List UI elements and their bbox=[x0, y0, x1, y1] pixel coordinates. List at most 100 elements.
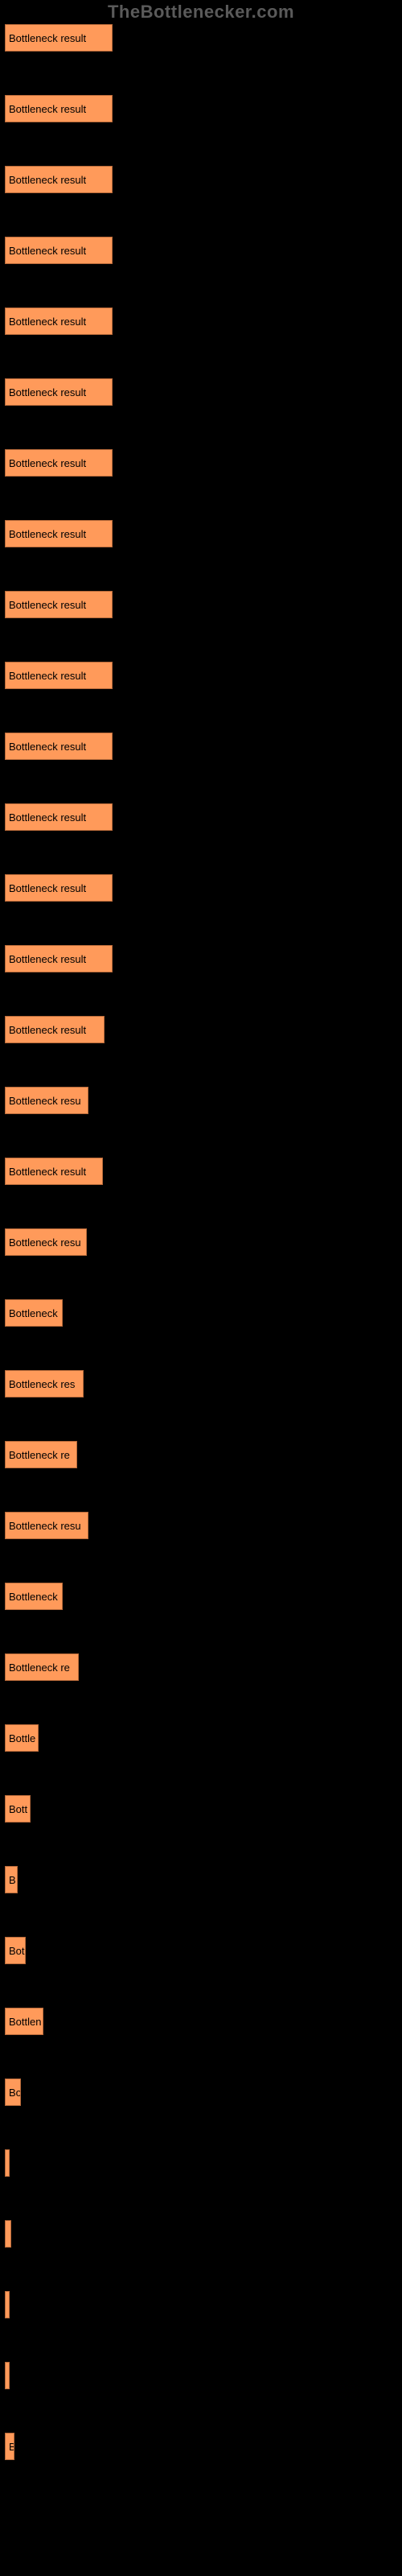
bar-row: Bottleneck result bbox=[5, 24, 402, 52]
bar: Bottleneck result bbox=[5, 1016, 105, 1043]
bar: Bot bbox=[5, 1937, 26, 1964]
bar: Bo bbox=[5, 2079, 21, 2106]
bar-label: Bottleneck result bbox=[9, 316, 86, 328]
bar-label: Bot bbox=[9, 1945, 25, 1957]
bar-row: Bottleneck result bbox=[5, 803, 402, 831]
bar-label: Bottleneck result bbox=[9, 528, 86, 540]
bar-row: Bottleneck re bbox=[5, 1441, 402, 1468]
bar-label: Bottleneck result bbox=[9, 599, 86, 611]
bar-row: Bottleneck result bbox=[5, 308, 402, 335]
bar-chart: Bottleneck result Bottleneck result Bottle… bbox=[0, 0, 402, 2552]
bar: Bottlen bbox=[5, 2008, 43, 2035]
bar bbox=[5, 2220, 11, 2248]
bar bbox=[5, 2362, 10, 2389]
bar-label: Bottleneck result bbox=[9, 882, 86, 894]
bar-label: Bottle bbox=[9, 1732, 35, 1744]
bar: Bottleneck result bbox=[5, 449, 113, 477]
bar: Bottleneck result bbox=[5, 1158, 103, 1185]
bar-row: Bottleneck res bbox=[5, 1370, 402, 1397]
bar: Bottleneck re bbox=[5, 1653, 79, 1681]
bar: Bottleneck result bbox=[5, 95, 113, 122]
bar-row: Bottleneck result bbox=[5, 591, 402, 618]
bar-label: Bottleneck result bbox=[9, 32, 86, 44]
bar-label: Bo bbox=[9, 2087, 21, 2099]
bar: Bottleneck resu bbox=[5, 1228, 87, 1256]
bar-row: Bottleneck result bbox=[5, 1158, 402, 1185]
bar-row: Bottleneck result bbox=[5, 874, 402, 902]
bar-label: Bottleneck result bbox=[9, 1166, 86, 1178]
bar-row: Bottleneck resu bbox=[5, 1512, 402, 1539]
bar: Bottleneck result bbox=[5, 662, 113, 689]
bar bbox=[5, 2291, 10, 2318]
bar-row: B bbox=[5, 2433, 402, 2460]
bar: B bbox=[5, 1866, 18, 1893]
bar-row: Bottlen bbox=[5, 2008, 402, 2035]
bar: Bottleneck resu bbox=[5, 1087, 88, 1114]
bar-label: Bottleneck result bbox=[9, 741, 86, 753]
bar-label: Bottleneck resu bbox=[9, 1520, 81, 1532]
bar-label: Bottleneck result bbox=[9, 953, 86, 965]
bar-label: Bott bbox=[9, 1803, 27, 1815]
bar: Bottleneck re bbox=[5, 1441, 77, 1468]
bar-row bbox=[5, 2291, 402, 2318]
bar: Bottleneck bbox=[5, 1583, 63, 1610]
bar-row: Bott bbox=[5, 1795, 402, 1823]
bar-row: Bo bbox=[5, 2079, 402, 2106]
bar-row: Bottleneck re bbox=[5, 1653, 402, 1681]
bar-row: Bot bbox=[5, 1937, 402, 1964]
bar: Bottleneck result bbox=[5, 733, 113, 760]
bar: Bottleneck result bbox=[5, 803, 113, 831]
bar-row: Bottleneck resu bbox=[5, 1087, 402, 1114]
bar-label: Bottleneck result bbox=[9, 670, 86, 682]
bar-row bbox=[5, 2149, 402, 2177]
bar: Bott bbox=[5, 1795, 31, 1823]
bar-row: Bottleneck result bbox=[5, 237, 402, 264]
bar-label: Bottleneck re bbox=[9, 1662, 70, 1674]
bar-label: Bottleneck result bbox=[9, 386, 86, 398]
bar: Bottleneck bbox=[5, 1299, 63, 1327]
bar-row: Bottleneck resu bbox=[5, 1228, 402, 1256]
bar: Bottleneck result bbox=[5, 378, 113, 406]
bar-row: B bbox=[5, 1866, 402, 1893]
bar-row: Bottleneck result bbox=[5, 733, 402, 760]
bar-label: Bottleneck res bbox=[9, 1378, 75, 1390]
bar-row bbox=[5, 2362, 402, 2389]
bar-label: Bottleneck re bbox=[9, 1449, 70, 1461]
bar-label: Bottleneck result bbox=[9, 245, 86, 257]
bar: Bottleneck result bbox=[5, 520, 113, 547]
bar-label: Bottleneck result bbox=[9, 811, 86, 824]
bar: Bottleneck result bbox=[5, 24, 113, 52]
bar-row: Bottleneck result bbox=[5, 95, 402, 122]
bar: Bottleneck result bbox=[5, 166, 113, 193]
bar-row: Bottleneck bbox=[5, 1583, 402, 1610]
bar-row: Bottle bbox=[5, 1724, 402, 1752]
bar-label: B bbox=[9, 2441, 14, 2453]
bar-label: Bottleneck result bbox=[9, 103, 86, 115]
bar-row: Bottleneck result bbox=[5, 662, 402, 689]
bar-label: Bottleneck bbox=[9, 1591, 58, 1603]
bar: Bottleneck result bbox=[5, 945, 113, 972]
bar: Bottleneck resu bbox=[5, 1512, 88, 1539]
bar: Bottle bbox=[5, 1724, 39, 1752]
bar: Bottleneck result bbox=[5, 874, 113, 902]
bar-label: Bottleneck result bbox=[9, 174, 86, 186]
watermark-text: TheBottlenecker.com bbox=[108, 2, 294, 23]
bar-label: Bottlen bbox=[9, 2016, 41, 2028]
bar-label: Bottleneck bbox=[9, 1307, 58, 1319]
bar: B bbox=[5, 2433, 14, 2460]
bar-row: Bottleneck result bbox=[5, 1016, 402, 1043]
bar: Bottleneck result bbox=[5, 308, 113, 335]
bar-row: Bottleneck result bbox=[5, 449, 402, 477]
bar-label: Bottleneck result bbox=[9, 457, 86, 469]
bar-row: Bottleneck result bbox=[5, 945, 402, 972]
bar-row: Bottleneck bbox=[5, 1299, 402, 1327]
bar-label: Bottleneck resu bbox=[9, 1236, 81, 1249]
bar bbox=[5, 2149, 10, 2177]
bar-row: Bottleneck result bbox=[5, 378, 402, 406]
bar-label: B bbox=[9, 1874, 16, 1886]
bar: Bottleneck result bbox=[5, 237, 113, 264]
bar-row bbox=[5, 2220, 402, 2248]
bar-label: Bottleneck result bbox=[9, 1024, 86, 1036]
bar-label: Bottleneck resu bbox=[9, 1095, 81, 1107]
bar: Bottleneck result bbox=[5, 591, 113, 618]
